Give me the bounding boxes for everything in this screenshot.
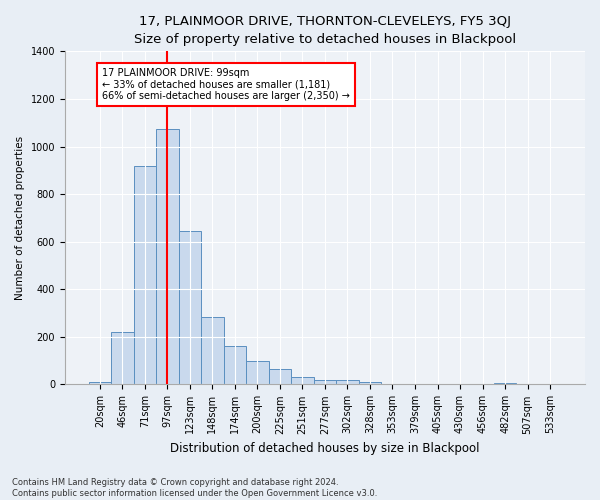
Bar	[111, 332, 134, 384]
Bar	[314, 380, 336, 384]
Bar	[336, 380, 359, 384]
Bar	[156, 128, 179, 384]
X-axis label: Distribution of detached houses by size in Blackpool: Distribution of detached houses by size …	[170, 442, 480, 455]
Title: 17, PLAINMOOR DRIVE, THORNTON-CLEVELEYS, FY5 3QJ
Size of property relative to de: 17, PLAINMOOR DRIVE, THORNTON-CLEVELEYS,…	[134, 15, 516, 46]
Y-axis label: Number of detached properties: Number of detached properties	[15, 136, 25, 300]
Bar	[134, 166, 156, 384]
Bar	[89, 382, 111, 384]
Text: 17 PLAINMOOR DRIVE: 99sqm
← 33% of detached houses are smaller (1,181)
66% of se: 17 PLAINMOOR DRIVE: 99sqm ← 33% of detac…	[102, 68, 350, 101]
Bar	[179, 231, 201, 384]
Bar	[201, 316, 224, 384]
Bar	[359, 382, 381, 384]
Bar	[291, 377, 314, 384]
Bar	[494, 382, 517, 384]
Bar	[269, 369, 291, 384]
Bar	[246, 360, 269, 384]
Bar	[224, 346, 246, 385]
Text: Contains HM Land Registry data © Crown copyright and database right 2024.
Contai: Contains HM Land Registry data © Crown c…	[12, 478, 377, 498]
